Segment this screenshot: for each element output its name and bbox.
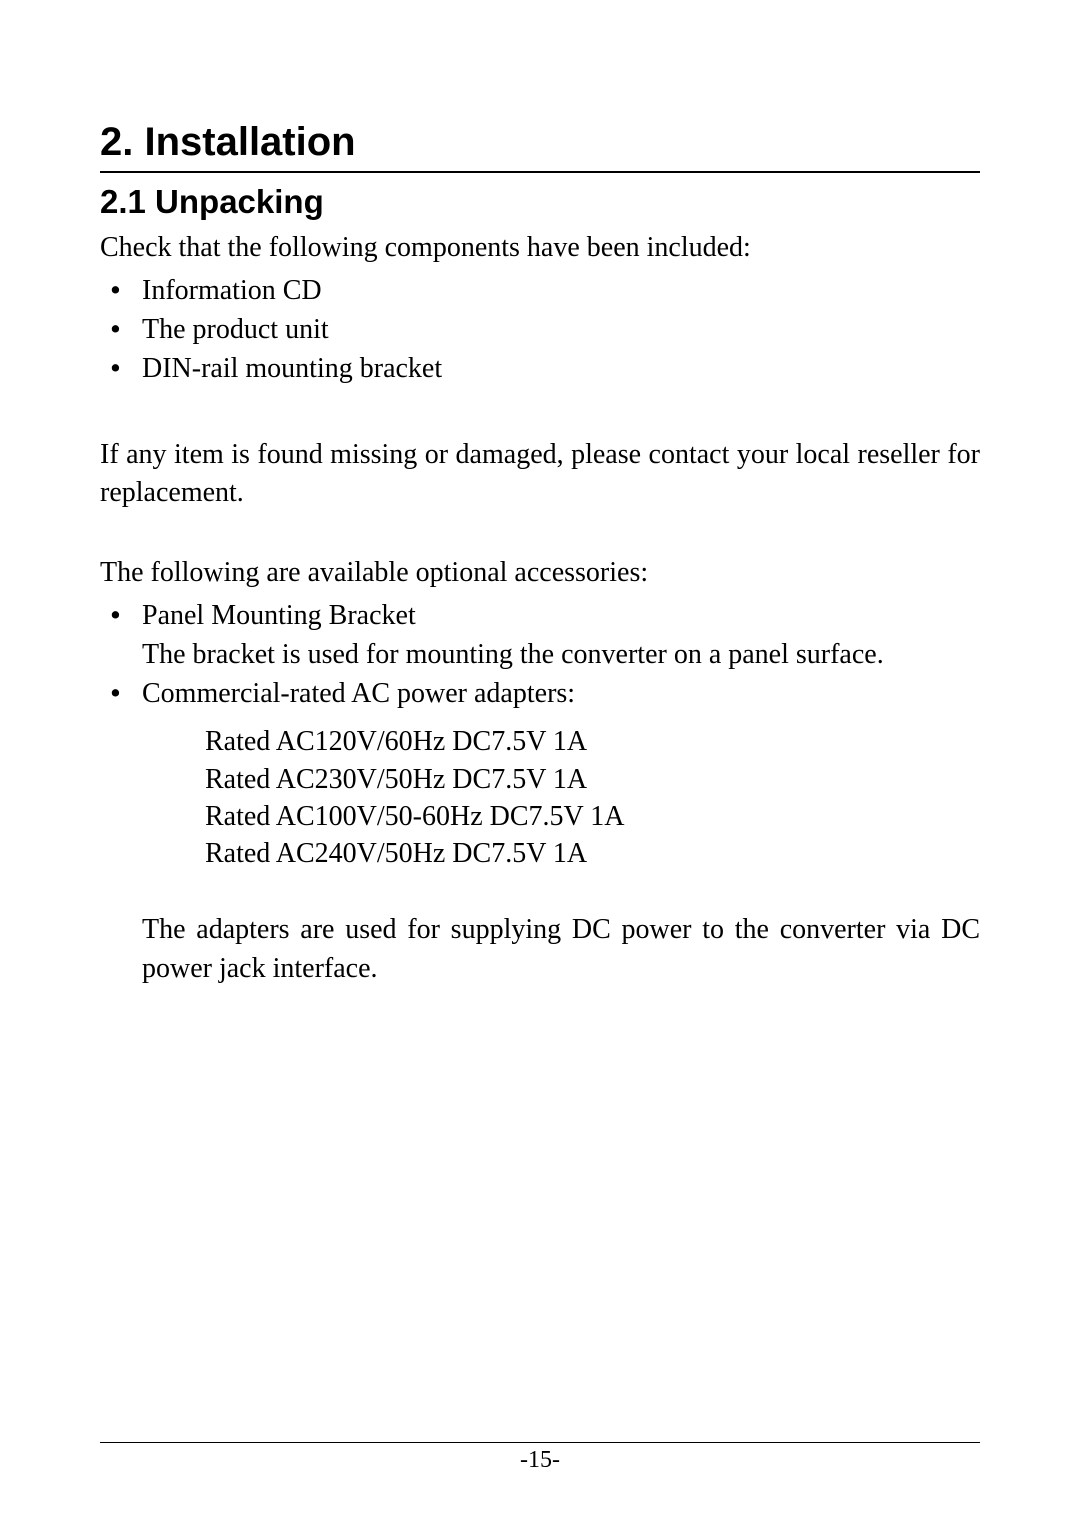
section-heading: 2.1 Unpacking bbox=[100, 183, 980, 221]
list-item: Commercial-rated AC power adapters: bbox=[100, 674, 980, 713]
accessories-intro: The following are available optional acc… bbox=[100, 554, 980, 592]
list-item: Panel Mounting Bracket The bracket is us… bbox=[100, 596, 980, 674]
adapter-spec: Rated AC240V/50Hz DC7.5V 1A bbox=[205, 835, 980, 872]
footer-rule bbox=[100, 1442, 980, 1443]
adapter-desc: The adapters are used for supplying DC p… bbox=[100, 910, 980, 988]
components-list: Information CD The product unit DIN-rail… bbox=[100, 271, 980, 389]
intro-text: Check that the following components have… bbox=[100, 229, 980, 267]
heading-rule bbox=[100, 171, 980, 173]
page-footer: -15- bbox=[100, 1442, 980, 1474]
adapter-spec: Rated AC230V/50Hz DC7.5V 1A bbox=[205, 761, 980, 798]
accessory-desc: The bracket is used for mounting the con… bbox=[142, 635, 980, 674]
document-content: 2. Installation 2.1 Unpacking Check that… bbox=[100, 120, 980, 989]
adapter-spec: Rated AC120V/60Hz DC7.5V 1A bbox=[205, 723, 980, 760]
accessory-title: Panel Mounting Bracket bbox=[142, 600, 416, 631]
missing-note: If any item is found missing or damaged,… bbox=[100, 436, 980, 512]
adapter-spec: Rated AC100V/50-60Hz DC7.5V 1A bbox=[205, 798, 980, 835]
list-item: The product unit bbox=[100, 310, 980, 349]
accessory-title: Commercial-rated AC power adapters: bbox=[142, 678, 575, 709]
adapter-specs: Rated AC120V/60Hz DC7.5V 1A Rated AC230V… bbox=[100, 723, 980, 872]
list-item: Information CD bbox=[100, 271, 980, 310]
list-item: DIN-rail mounting bracket bbox=[100, 349, 980, 388]
accessories-list: Panel Mounting Bracket The bracket is us… bbox=[100, 596, 980, 714]
page-number: -15- bbox=[100, 1447, 980, 1474]
chapter-heading: 2. Installation bbox=[100, 120, 980, 165]
